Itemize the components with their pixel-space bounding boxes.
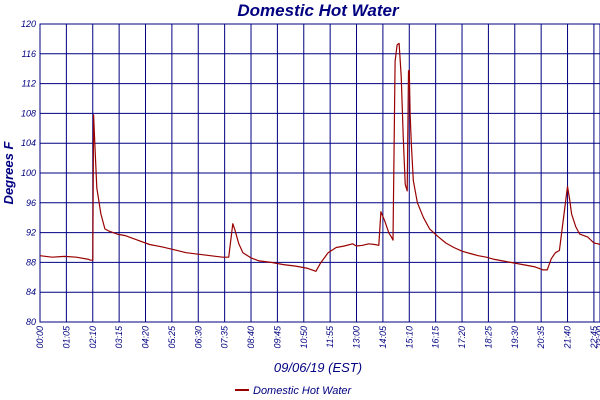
x-axis-label: 09/06/19 (EST) xyxy=(274,360,362,375)
x-tick-label: 01:05 xyxy=(61,325,71,349)
y-tick-label: 84 xyxy=(26,287,36,297)
x-tick-label: 14:05 xyxy=(378,325,388,349)
x-tick-label: 20:35 xyxy=(536,325,546,350)
x-tick-label: 05:25 xyxy=(167,325,177,349)
series-layer xyxy=(39,42,600,272)
x-tick-label: 15:10 xyxy=(404,326,414,349)
x-tick-label: 17:20 xyxy=(457,326,467,349)
x-tick-label: 22:45 xyxy=(589,325,599,350)
y-tick-labels: 80 84 88 92 96 100 104 108 112 116 120 xyxy=(21,19,36,327)
x-tick-label: 02:10 xyxy=(88,326,98,349)
x-tick-label: 23:00 xyxy=(595,326,600,350)
y-tick-label: 92 xyxy=(26,228,36,238)
y-tick-label: 120 xyxy=(21,19,36,29)
x-tick-label: 09:45 xyxy=(272,325,282,349)
x-tick-label: 21:40 xyxy=(563,326,573,350)
x-tick-label: 16:15 xyxy=(431,325,441,349)
x-tick-labels: 00:00 01:05 02:10 03:15 04:20 05:25 06:30 07:35… xyxy=(35,325,600,350)
x-tick-label: 19:30 xyxy=(510,326,520,349)
x-tick-label: 11:55 xyxy=(325,325,335,348)
y-tick-label: 100 xyxy=(21,168,36,178)
x-tick-label: 04:20 xyxy=(141,326,151,349)
x-tick-label: 06:30 xyxy=(193,326,203,349)
x-tick-label: 07:35 xyxy=(220,325,230,349)
x-tick-label: 18:25 xyxy=(483,325,493,349)
x-tick-label: 00:00 xyxy=(35,326,45,349)
x-tick-label: 03:15 xyxy=(114,325,124,349)
grid xyxy=(39,23,600,323)
y-tick-label: 80 xyxy=(26,317,36,327)
y-tick-label: 116 xyxy=(22,49,36,59)
y-tick-label: 88 xyxy=(26,257,36,267)
y-tick-label: 104 xyxy=(21,138,36,148)
series-line-domestic-hot-water xyxy=(39,42,600,272)
y-tick-label: 112 xyxy=(22,79,36,89)
x-tick-label: 13:00 xyxy=(352,326,362,349)
y-axis-label: Degrees F xyxy=(1,141,16,205)
y-tick-label: 96 xyxy=(26,198,36,208)
plot-frame xyxy=(39,23,600,323)
legend: Domestic Hot Water xyxy=(235,385,353,397)
chart-title: Domestic Hot Water xyxy=(237,1,400,20)
legend-label: Domestic Hot Water xyxy=(253,385,353,397)
y-tick-label: 108 xyxy=(21,108,36,118)
x-tick-label: 08:40 xyxy=(246,326,256,349)
x-tick-label: 10:50 xyxy=(299,326,309,349)
